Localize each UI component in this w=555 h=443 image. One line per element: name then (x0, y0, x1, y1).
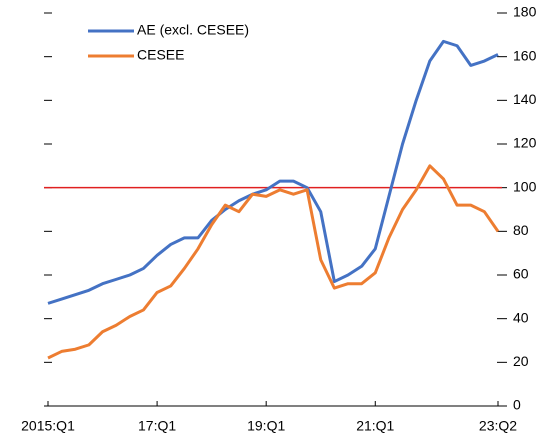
legend-label: CESEE (137, 47, 184, 63)
x-tick-label: 23:Q2 (479, 418, 517, 434)
y-tick-label: 100 (513, 178, 537, 194)
y-tick-label: 80 (513, 222, 529, 238)
y-tick-label: 20 (513, 353, 529, 369)
x-tick-label: 21:Q1 (356, 418, 394, 434)
x-tick-label: 17:Q1 (138, 418, 176, 434)
y-tick-label: 120 (513, 135, 537, 151)
series-line (47, 39, 499, 305)
y-tick-label: 140 (513, 91, 537, 107)
series-line (47, 164, 500, 360)
y-tick-label: 180 (513, 4, 537, 20)
x-tick-label: 19:Q1 (247, 418, 285, 434)
legend-label: AE (excl. CESEE) (137, 22, 249, 38)
x-tick-label: 2015:Q1 (21, 418, 75, 434)
y-tick-label: 60 (513, 266, 529, 282)
y-tick-label: 0 (513, 397, 521, 413)
y-tick-label: 40 (513, 309, 529, 325)
y-tick-label: 160 (513, 47, 537, 63)
